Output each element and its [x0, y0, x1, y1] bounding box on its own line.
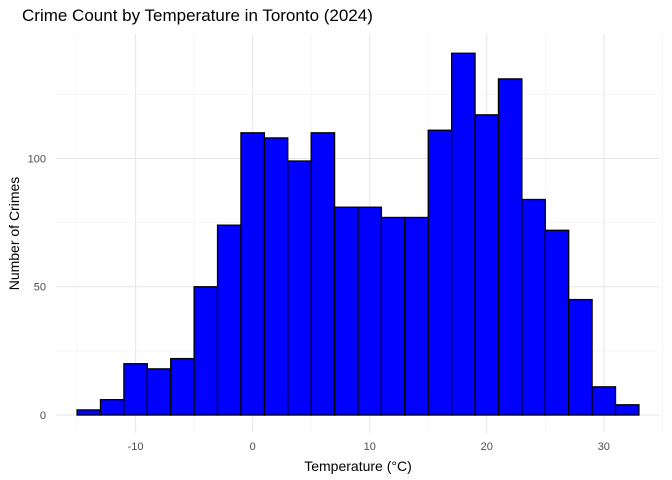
histogram-bar [614, 404, 640, 416]
x-axis-title: Temperature (°C) [304, 458, 412, 474]
y-tick-label: 50 [34, 282, 46, 294]
histogram-bar [521, 198, 546, 416]
histogram-bar [287, 160, 312, 416]
histogram-bar [591, 386, 617, 416]
y-axis-title: Number of Crimes [6, 177, 22, 291]
histogram-bar [450, 52, 476, 416]
y-axis-ticks: 0 50 100 [28, 153, 46, 422]
histogram-bar [310, 132, 336, 416]
x-tick-label: 30 [598, 441, 610, 453]
x-tick-label: -10 [128, 441, 144, 453]
histogram-bar [380, 216, 406, 416]
histogram-bar [99, 398, 125, 416]
histogram-bar [357, 206, 383, 416]
histogram-bar [263, 137, 289, 416]
x-tick-label: 20 [481, 441, 493, 453]
histogram-bar [474, 114, 500, 416]
histogram-bar [333, 206, 359, 416]
histogram-bar [76, 409, 102, 416]
x-tick-label: 0 [250, 441, 256, 453]
histogram-bar [240, 132, 266, 416]
histogram-bar [146, 368, 172, 416]
histogram-bar [427, 129, 453, 416]
y-tick-label: 100 [28, 153, 46, 165]
histogram-bar [216, 224, 242, 416]
y-tick-label: 0 [40, 410, 46, 422]
histogram-bar [123, 363, 148, 416]
histogram-bar [544, 229, 570, 416]
histogram-bar [193, 286, 219, 416]
histogram-bar [404, 216, 429, 416]
histogram-bar [170, 357, 195, 416]
histogram-bar [497, 78, 523, 416]
chart-title: Crime Count by Temperature in Toronto (2… [22, 6, 373, 25]
histogram-bar [568, 298, 593, 416]
x-axis-ticks: -10 0 10 20 30 [128, 441, 610, 453]
x-tick-label: 10 [364, 441, 376, 453]
histogram-bars [76, 52, 640, 416]
